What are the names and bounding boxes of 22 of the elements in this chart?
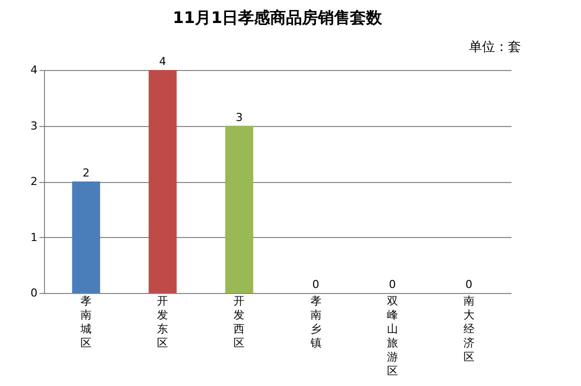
y-tick-label: 4 (30, 64, 38, 76)
x-tick-label: 开发东区 (157, 294, 168, 350)
x-tick-label: 双峰山旅游区 (386, 294, 398, 378)
data-label: 3 (236, 110, 243, 124)
data-label: 0 (312, 278, 320, 291)
data-label: 4 (159, 55, 166, 68)
text: 单位：套 (469, 39, 521, 56)
data-label: 0 (388, 278, 396, 291)
data-label: 0 (465, 278, 472, 291)
bar (72, 182, 100, 293)
bar (225, 126, 254, 293)
x-tick-label: 孝南乡镇 (309, 294, 322, 350)
x-tick-label: 南大经济区 (463, 294, 474, 364)
bar (148, 70, 177, 293)
chart-title: 11月1日孝感商品房销售套数 (172, 8, 384, 27)
y-tick-label: 3 (30, 119, 38, 132)
y-tick-label: 1 (30, 230, 38, 244)
y-tick-label: 0 (30, 286, 38, 300)
x-tick-label: 开发西区 (234, 294, 245, 350)
data-label: 2 (82, 166, 90, 180)
y-tick-label: 2 (30, 175, 38, 188)
x-tick-label: 孝南城区 (80, 294, 92, 350)
